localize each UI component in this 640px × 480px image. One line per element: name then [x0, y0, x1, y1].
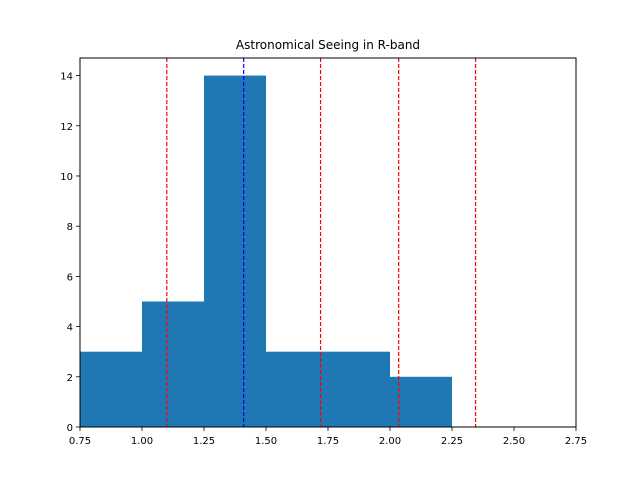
- x-tick-label: 2.75: [565, 436, 587, 447]
- y-tick-label: 6: [67, 272, 73, 283]
- y-tick-label: 12: [60, 122, 73, 133]
- x-axis-ticks: 0.75 1.00 1.25 1.50 1.75 2.00 2.25 2.50 2.75: [69, 427, 587, 447]
- histogram-bar: [80, 351, 142, 427]
- y-tick-label: 10: [60, 172, 73, 183]
- y-tick-label: 14: [60, 72, 73, 83]
- y-tick-label: 8: [67, 222, 73, 233]
- histogram-bar: [328, 351, 390, 427]
- chart-title: Astronomical Seeing in R-band: [236, 38, 420, 52]
- x-tick-label: 1.75: [317, 436, 339, 447]
- x-tick-label: 1.25: [193, 436, 215, 447]
- histogram-bar: [142, 301, 204, 427]
- y-tick-label: 4: [67, 323, 73, 334]
- x-tick-label: 0.75: [69, 436, 91, 447]
- reference-lines-group: [166, 58, 477, 427]
- x-tick-label: 1.00: [131, 436, 153, 447]
- x-tick-label: 1.50: [255, 436, 277, 447]
- x-tick-label: 2.25: [441, 436, 463, 447]
- histogram-bar: [204, 75, 266, 428]
- y-tick-label: 2: [67, 373, 73, 384]
- histogram-bar: [266, 351, 328, 427]
- bars-group: [80, 75, 452, 428]
- y-tick-label: 0: [67, 423, 73, 434]
- y-axis-ticks: 0 2 4 6 8 10 12 14: [60, 72, 80, 434]
- histogram-bar: [390, 376, 452, 427]
- x-tick-label: 2.00: [379, 436, 401, 447]
- x-tick-label: 2.50: [503, 436, 525, 447]
